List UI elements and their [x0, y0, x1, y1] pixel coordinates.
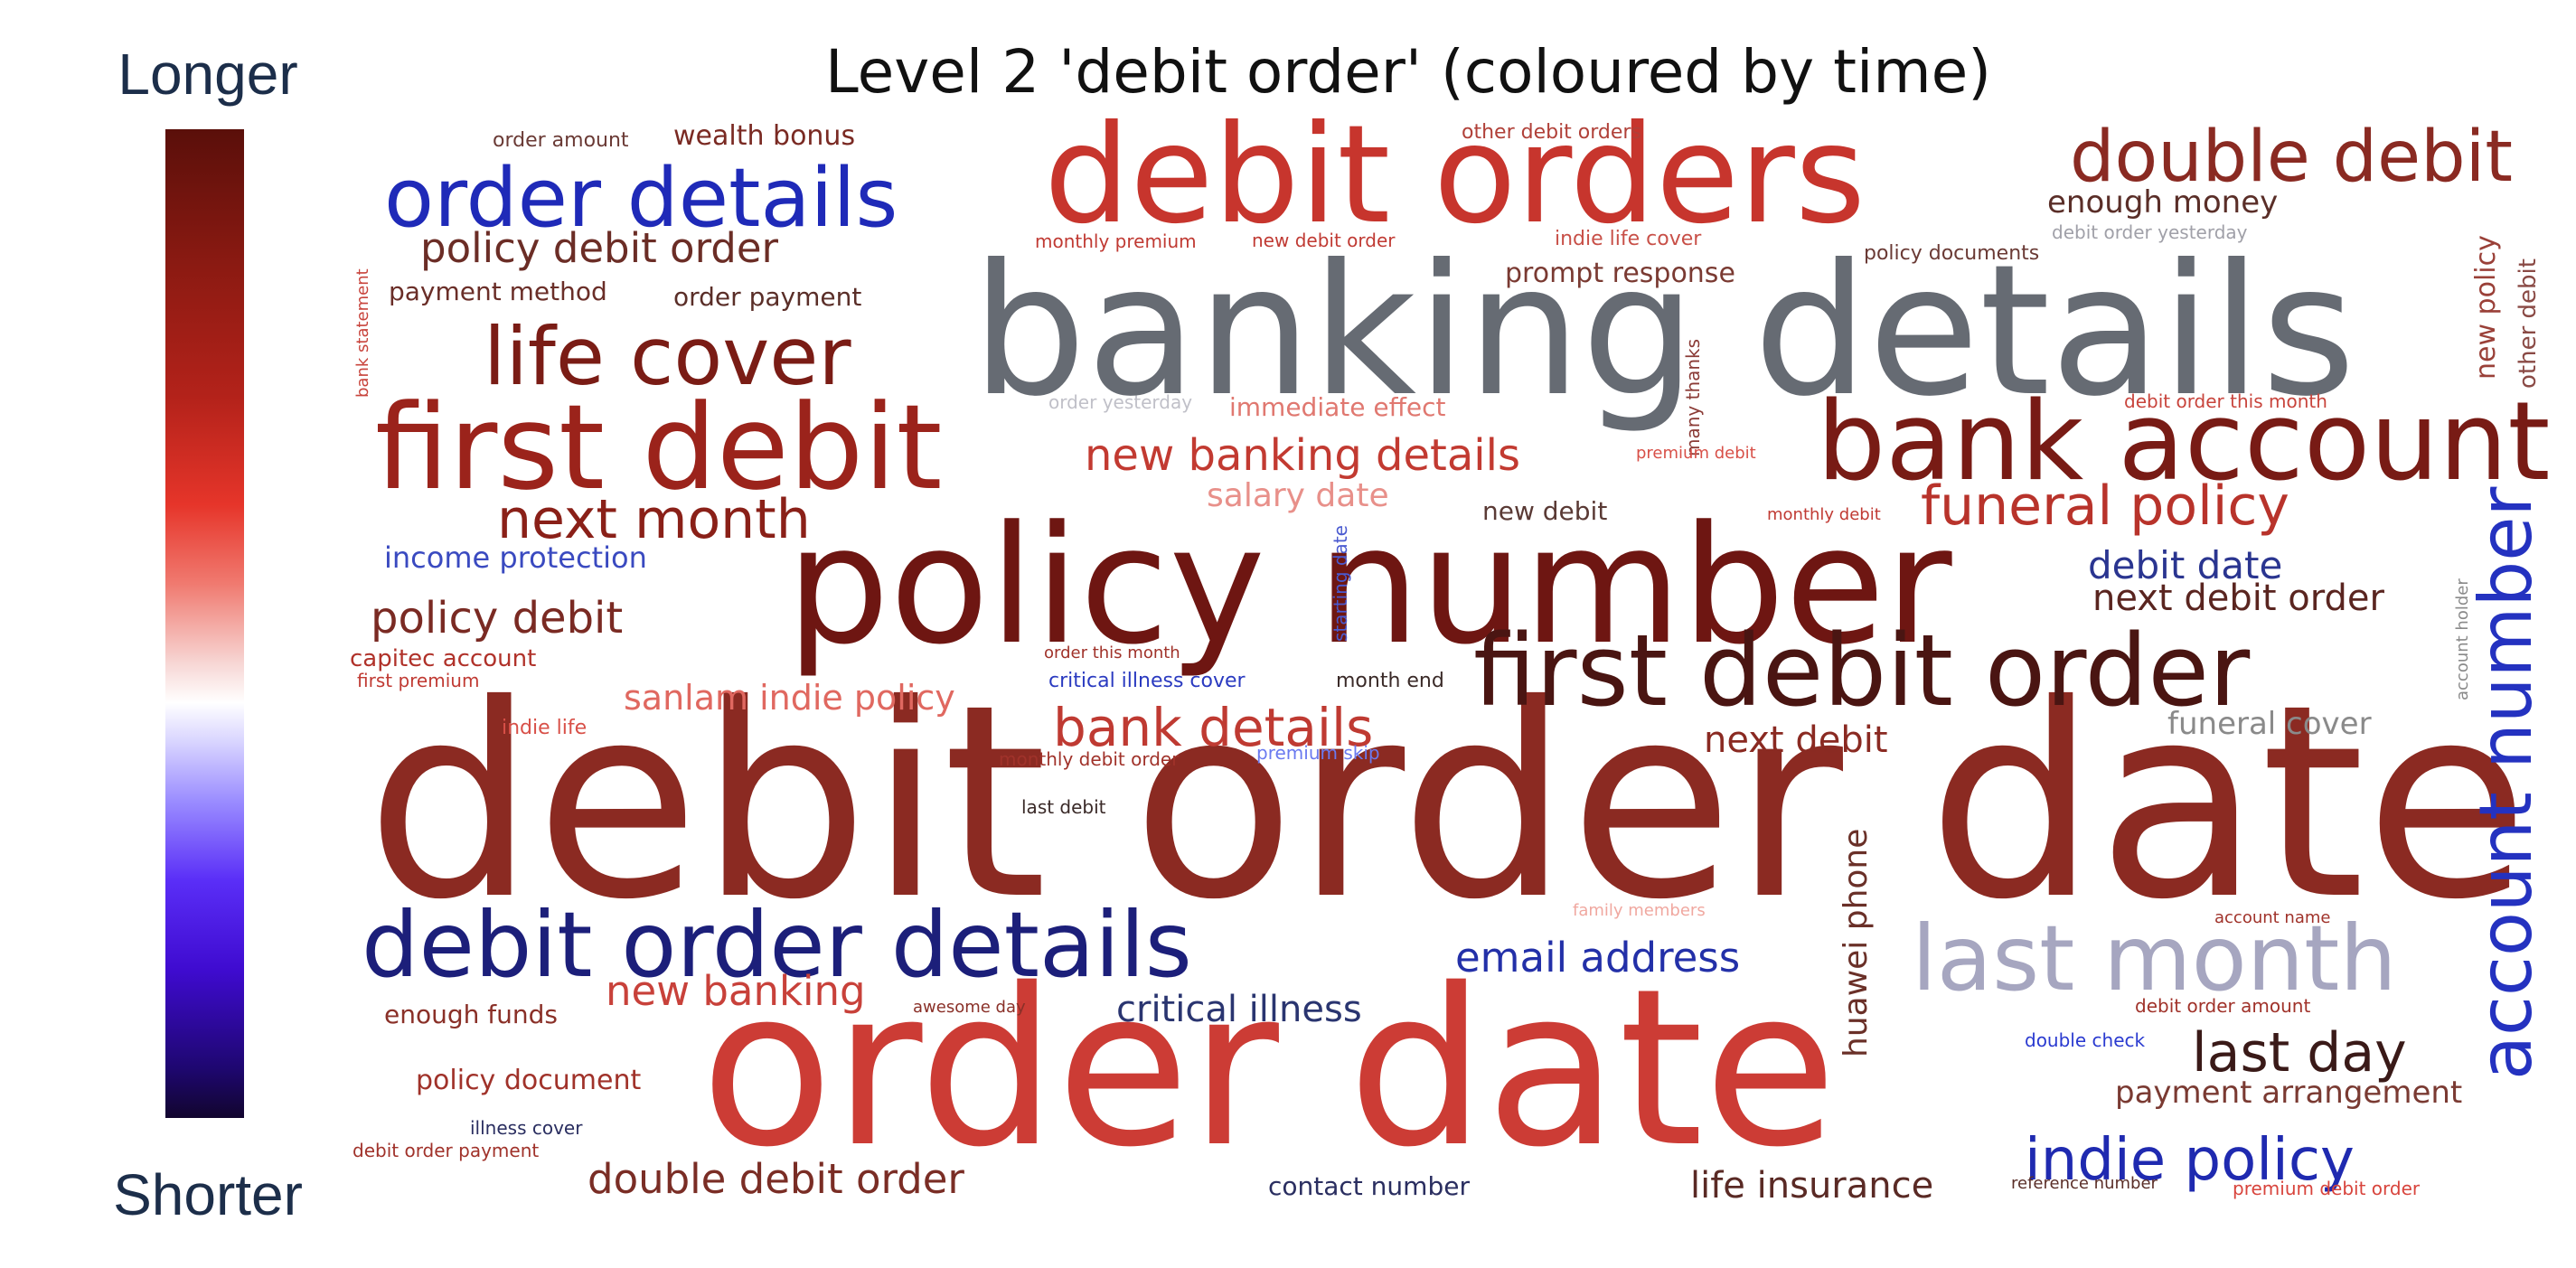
word-label: debit order payment [353, 1140, 539, 1161]
colorbar-gradient [165, 129, 244, 1118]
word-label: next month [497, 488, 811, 551]
word-label: new debit [1482, 496, 1607, 526]
word-label: many thanks [1682, 339, 1704, 456]
word-label: debit order date [366, 647, 2529, 958]
word-label: policy debit order [420, 224, 779, 272]
word-label: bank details [1053, 697, 1373, 758]
word-label: monthly premium [1035, 230, 1197, 252]
word-label: other debit [2515, 258, 2542, 389]
colorbar-bottom-label: Shorter [113, 1162, 303, 1227]
word-label: order yesterday [1048, 391, 1192, 413]
word-label: debit date [2088, 543, 2282, 587]
word-label: critical illness [1116, 989, 1362, 1030]
word-label: indie life cover [1555, 228, 1702, 250]
word-label: policy number [786, 492, 1952, 681]
word-label: salary date [1207, 477, 1389, 514]
word-label: order amount [493, 129, 629, 152]
word-label: account name [2214, 908, 2330, 927]
word-label: first premium [357, 670, 479, 691]
word-label: policy documents [1864, 242, 2039, 265]
word-label: prompt response [1505, 258, 1735, 289]
word-label: awesome day [913, 998, 1026, 1017]
word-label: life insurance [1690, 1165, 1933, 1207]
word-label: first debit order [1473, 613, 2251, 728]
word-label: double debit order [588, 1155, 964, 1203]
word-label: contact number [1268, 1171, 1470, 1201]
word-label: premium skip [1256, 742, 1380, 764]
word-label: first debit [375, 379, 942, 516]
word-label: policy document [416, 1065, 641, 1096]
word-label: life cover [484, 310, 851, 403]
word-label: debit order yesterday [2052, 221, 2248, 243]
word-label: next debit [1704, 719, 1888, 761]
word-label: indie life [502, 717, 587, 739]
word-label: immediate effect [1229, 392, 1446, 422]
word-label: order this month [1044, 643, 1180, 662]
word-label: order payment [673, 282, 861, 312]
word-label: debit order amount [2135, 995, 2310, 1017]
word-label: monthly debit order [999, 748, 1180, 770]
word-label: last month [1912, 906, 2397, 1011]
word-label: new banking details [1085, 430, 1520, 481]
word-label: debit order this month [2124, 390, 2327, 412]
word-label: illness cover [470, 1117, 583, 1139]
word-label: banking details [972, 226, 2355, 437]
word-label: sanlam indie policy [624, 678, 955, 718]
word-label: account number [2464, 487, 2548, 1080]
word-label: double debit [2070, 117, 2513, 198]
word-label: starting date [1330, 525, 1351, 642]
word-label: new banking [606, 967, 866, 1015]
word-label: next debit order [2092, 578, 2384, 619]
word-label: order details [384, 151, 898, 246]
word-label: family members [1573, 901, 1706, 920]
word-label: monthly debit [1767, 505, 1881, 524]
word-label: bank account [1817, 380, 2550, 505]
word-label: indie policy [2025, 1127, 2355, 1194]
word-label: premium debit order [2233, 1178, 2421, 1199]
word-label: other debit orders [1462, 121, 1641, 144]
word-label: wealth bonus [673, 120, 855, 152]
chart-title: Level 2 'debit order' (coloured by time) [825, 37, 1991, 107]
word-label: new policy [2470, 235, 2502, 380]
word-label: capitec account [350, 645, 536, 672]
word-label: critical illness cover [1048, 670, 1246, 692]
word-label: debit order details [362, 892, 1192, 998]
word-label: funeral policy [1921, 474, 2289, 538]
word-label: month end [1336, 670, 1444, 692]
word-label: account holder [2453, 578, 2472, 700]
word-label: email address [1455, 934, 1740, 982]
word-label: policy debit [371, 593, 623, 643]
word-label: enough funds [384, 1000, 558, 1029]
word-label: payment arrangement [2115, 1075, 2462, 1111]
word-label: bank statement [353, 268, 372, 398]
word-label: enough money [2047, 184, 2278, 221]
word-label: double check [2025, 1029, 2145, 1051]
colorbar-top-label: Longer [118, 42, 298, 107]
word-label: last day [2192, 1021, 2407, 1085]
word-label: income protection [384, 540, 647, 575]
word-label: payment method [389, 277, 607, 306]
word-label: new debit order [1252, 230, 1396, 251]
word-label: huawei phone [1838, 829, 1875, 1057]
word-label: debit orders [1044, 97, 1866, 254]
word-label: funeral cover [2167, 706, 2372, 742]
word-label: premium debit [1636, 444, 1756, 463]
word-label: order date [700, 942, 1837, 1195]
word-label: reference number [2011, 1174, 2158, 1193]
word-label: last debit [1021, 796, 1106, 818]
